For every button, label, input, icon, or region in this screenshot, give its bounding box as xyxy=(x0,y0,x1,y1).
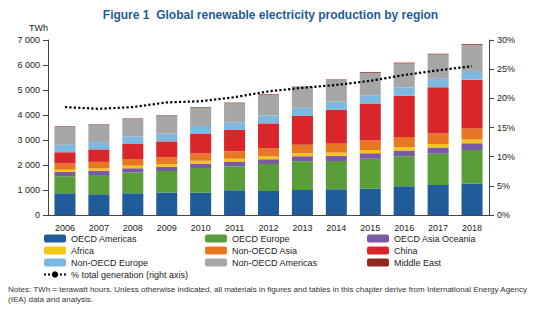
svg-text:5%: 5% xyxy=(497,181,510,191)
svg-text:China: China xyxy=(394,246,418,256)
svg-text:2013: 2013 xyxy=(292,223,312,233)
svg-text:OECD Americas: OECD Americas xyxy=(71,234,137,244)
svg-text:2014: 2014 xyxy=(326,223,346,233)
svg-text:2018: 2018 xyxy=(462,223,482,233)
svg-text:10%: 10% xyxy=(497,152,515,162)
svg-text:2009: 2009 xyxy=(157,223,177,233)
svg-text:Notes: TWh = terawatt hours. U: Notes: TWh = terawatt hours. Unless othe… xyxy=(8,285,529,294)
svg-text:0%: 0% xyxy=(497,210,510,220)
svg-text:6 000: 6 000 xyxy=(17,60,40,70)
svg-text:20%: 20% xyxy=(497,93,515,103)
svg-text:3 000: 3 000 xyxy=(17,135,40,145)
svg-text:7 000: 7 000 xyxy=(17,35,40,45)
svg-text:4 000: 4 000 xyxy=(17,110,40,120)
svg-text:25%: 25% xyxy=(497,64,515,74)
svg-text:2 000: 2 000 xyxy=(17,160,40,170)
svg-text:Africa: Africa xyxy=(71,246,94,256)
svg-text:Non-OECD Europe: Non-OECD Europe xyxy=(71,258,148,268)
svg-text:2017: 2017 xyxy=(428,223,448,233)
svg-text:2007: 2007 xyxy=(89,223,109,233)
svg-text:(IEA) data and analysis.: (IEA) data and analysis. xyxy=(8,295,93,304)
svg-text:% total generation (right axis: % total generation (right axis) xyxy=(71,270,188,280)
svg-text:Figure 1 Global renewable ele: Figure 1 Global renewable electricity pr… xyxy=(103,8,438,22)
svg-text:2016: 2016 xyxy=(394,223,414,233)
svg-text:5 000: 5 000 xyxy=(17,85,40,95)
svg-text:2015: 2015 xyxy=(360,223,380,233)
svg-text:Non-OECD Americas: Non-OECD Americas xyxy=(232,258,318,268)
svg-text:TWh: TWh xyxy=(29,23,48,33)
svg-text:Middle East: Middle East xyxy=(394,258,442,268)
svg-text:2012: 2012 xyxy=(258,223,278,233)
svg-text:30%: 30% xyxy=(497,35,515,45)
svg-text:2011: 2011 xyxy=(225,223,244,233)
svg-text:2006: 2006 xyxy=(55,223,75,233)
svg-text:15%: 15% xyxy=(497,123,515,133)
svg-text:0: 0 xyxy=(35,210,40,220)
svg-text:OECD Europe: OECD Europe xyxy=(232,234,290,244)
svg-text:Non-OECD Asia: Non-OECD Asia xyxy=(232,246,297,256)
svg-text:1 000: 1 000 xyxy=(17,185,40,195)
svg-text:OECD Asia Oceania: OECD Asia Oceania xyxy=(394,234,476,244)
svg-text:2010: 2010 xyxy=(191,223,211,233)
svg-text:2008: 2008 xyxy=(123,223,143,233)
